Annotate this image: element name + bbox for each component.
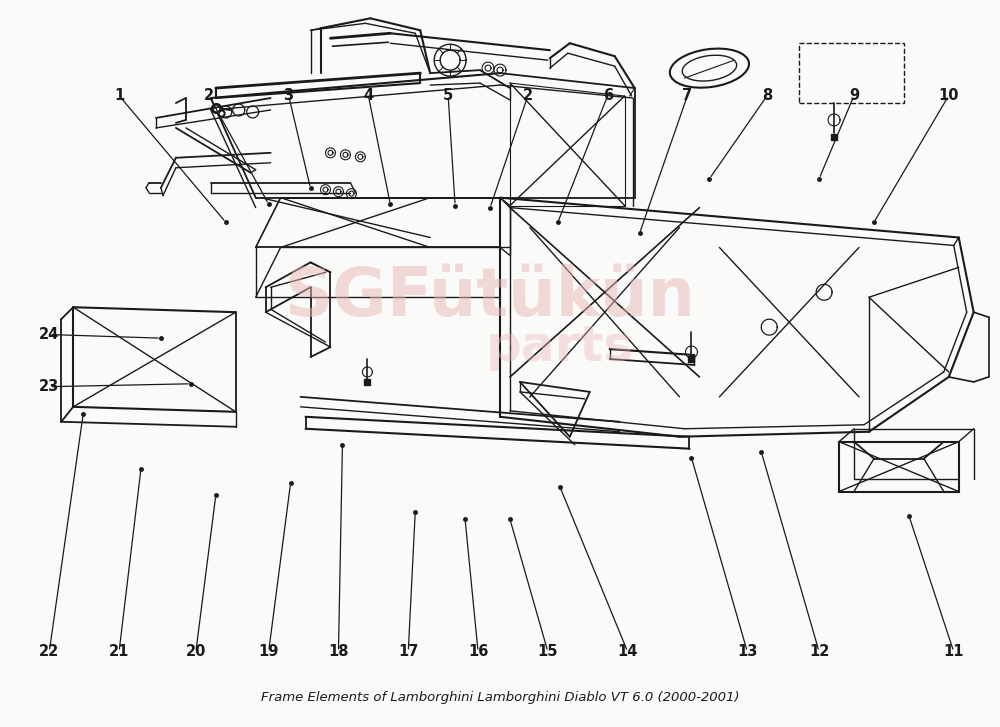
- Text: 2: 2: [523, 88, 533, 103]
- Text: 14: 14: [617, 644, 638, 659]
- Text: 4: 4: [363, 88, 373, 103]
- Text: 1: 1: [114, 88, 124, 103]
- Text: Frame Elements of Lamborghini Lamborghini Diablo VT 6.0 (2000-2001): Frame Elements of Lamborghini Lamborghin…: [261, 691, 739, 704]
- Text: 12: 12: [809, 644, 829, 659]
- Text: 19: 19: [258, 644, 279, 659]
- Bar: [799, 43, 904, 103]
- Text: 13: 13: [737, 644, 757, 659]
- Text: 15: 15: [538, 644, 558, 659]
- Text: 5: 5: [443, 88, 453, 103]
- Text: 7: 7: [682, 88, 693, 103]
- Text: 23: 23: [39, 379, 59, 394]
- Text: 3: 3: [284, 88, 294, 103]
- Text: parts: parts: [486, 323, 634, 371]
- Text: 16: 16: [468, 644, 488, 659]
- Text: 22: 22: [39, 644, 59, 659]
- Text: 21: 21: [109, 644, 129, 659]
- Text: 24: 24: [39, 327, 59, 342]
- Text: 6: 6: [603, 88, 613, 103]
- Text: 17: 17: [398, 644, 418, 659]
- Text: 11: 11: [943, 644, 964, 659]
- Text: 2: 2: [204, 88, 214, 103]
- Text: 20: 20: [186, 644, 206, 659]
- Text: 8: 8: [762, 88, 772, 103]
- Text: 9: 9: [849, 88, 859, 103]
- Text: 18: 18: [328, 644, 349, 659]
- Text: 10: 10: [938, 88, 959, 103]
- Text: SGFütükün: SGFütükün: [284, 264, 696, 330]
